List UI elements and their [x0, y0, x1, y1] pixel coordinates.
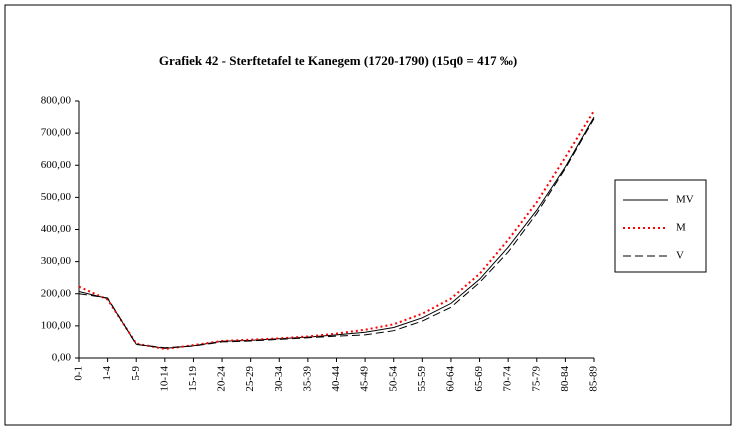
x-tick-label: 50-54: [387, 366, 399, 392]
x-tick-label: 30-34: [273, 366, 285, 392]
x-tick-label: 80-84: [559, 366, 571, 392]
x-tick-label: 55-59: [416, 366, 428, 392]
y-tick-label: 100,00: [41, 319, 72, 331]
line-series: [78, 116, 595, 349]
x-tick-label: 70-74: [502, 366, 514, 392]
chart-frame: [4, 4, 732, 426]
x-tick-label: 25-29: [244, 366, 256, 392]
x-tick-label: 75-79: [530, 366, 542, 392]
x-tick-label: 35-39: [301, 366, 313, 392]
chart-title: Grafiek 42 - Sterftetafel te Kanegem (17…: [159, 53, 517, 68]
x-tick-label: 45-49: [359, 366, 371, 392]
legend-label: V: [676, 250, 684, 262]
x-tick-label: 65-69: [473, 366, 485, 392]
y-tick-label: 700,00: [41, 127, 72, 139]
y-tick-label: 400,00: [41, 223, 72, 235]
x-tick-label: 40-44: [330, 366, 342, 392]
x-tick-label: 15-19: [187, 366, 199, 392]
y-tick-label: 600,00: [41, 159, 72, 171]
y-tick-label: 500,00: [41, 191, 72, 203]
x-tick-label: 10-14: [158, 366, 170, 392]
x-tick-label: 60-64: [444, 366, 456, 392]
y-tick-label: 800,00: [41, 95, 72, 107]
x-tick-label: 85-89: [588, 366, 600, 392]
line-series: [78, 110, 595, 351]
y-tick-label: 300,00: [41, 255, 72, 267]
y-tick-label: 200,00: [41, 287, 72, 299]
x-tick-label: 1-4: [101, 366, 113, 381]
y-tick-label: 0,00: [52, 352, 72, 364]
legend-label: M: [676, 222, 686, 234]
legend-label: MV: [676, 194, 694, 206]
legend: [614, 179, 707, 273]
x-tick-label: 20-24: [216, 366, 228, 392]
line-series: [78, 118, 595, 349]
x-tick-label: 0-1: [73, 366, 85, 381]
x-tick-label: 5-9: [130, 366, 142, 381]
